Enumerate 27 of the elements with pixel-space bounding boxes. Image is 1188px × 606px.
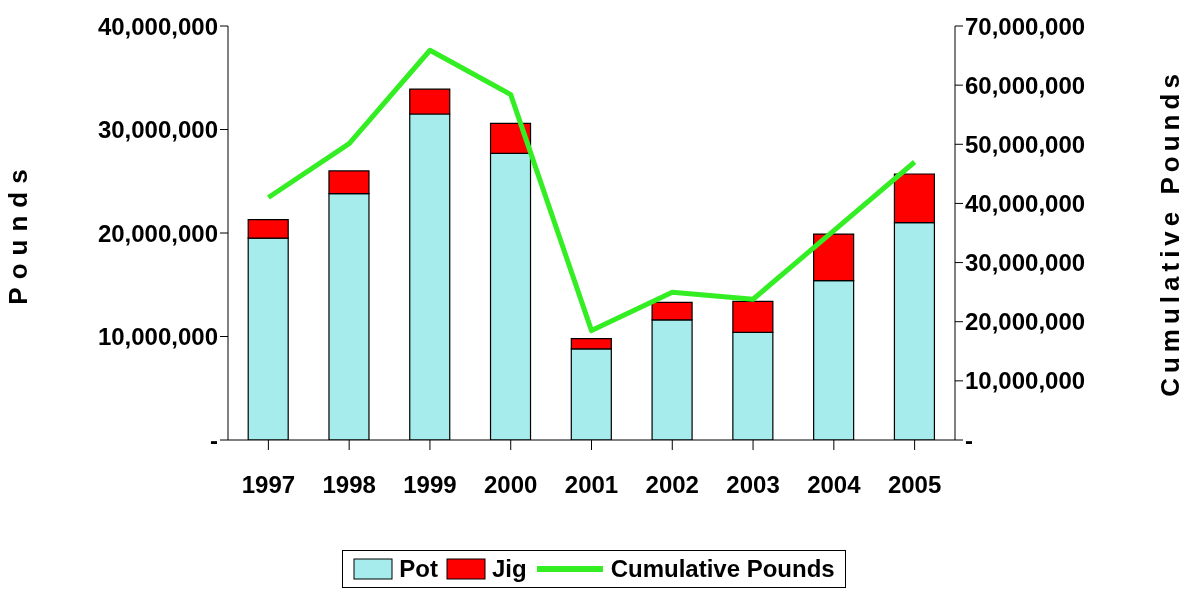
x-tick-label: 1999 <box>403 471 457 499</box>
y2-tick-label: 10,000,000 <box>965 367 1086 395</box>
x-tick-label: 2004 <box>807 471 862 499</box>
y2-tick-label: 70,000,000 <box>965 12 1086 40</box>
x-tick-label: 2003 <box>726 471 780 499</box>
x-tick-label: 1997 <box>241 471 296 499</box>
y2-tick-label: 40,000,000 <box>965 189 1086 217</box>
x-tick-label: 1998 <box>322 471 376 499</box>
y-tick-label: 40,000,000 <box>97 12 218 40</box>
y2-tick-label: 60,000,000 <box>965 71 1086 99</box>
y2-tick-label: 20,000,000 <box>965 308 1086 336</box>
legend-label: Jig <box>491 555 527 583</box>
x-tick-label: 2000 <box>484 471 538 499</box>
x-tick-label: 2002 <box>645 471 699 499</box>
legend-label: Cumulative Pounds <box>610 555 835 583</box>
legend-label: Pot <box>399 555 438 583</box>
x-tick-label: 2005 <box>887 471 942 499</box>
y2-axis-title: Cumulative Pounds <box>1155 69 1186 397</box>
y-tick-label: 30,000,000 <box>97 116 218 144</box>
y-tick-label: - <box>210 426 218 454</box>
x-tick-label: 2001 <box>564 471 619 499</box>
y2-tick-label: 30,000,000 <box>965 249 1086 277</box>
y2-tick-label: - <box>965 426 973 454</box>
y-tick-label: 10,000,000 <box>97 323 218 351</box>
y-axis-title: Pounds <box>3 161 34 305</box>
y2-tick-label: 50,000,000 <box>965 130 1086 158</box>
y-tick-label: 20,000,000 <box>97 219 218 247</box>
